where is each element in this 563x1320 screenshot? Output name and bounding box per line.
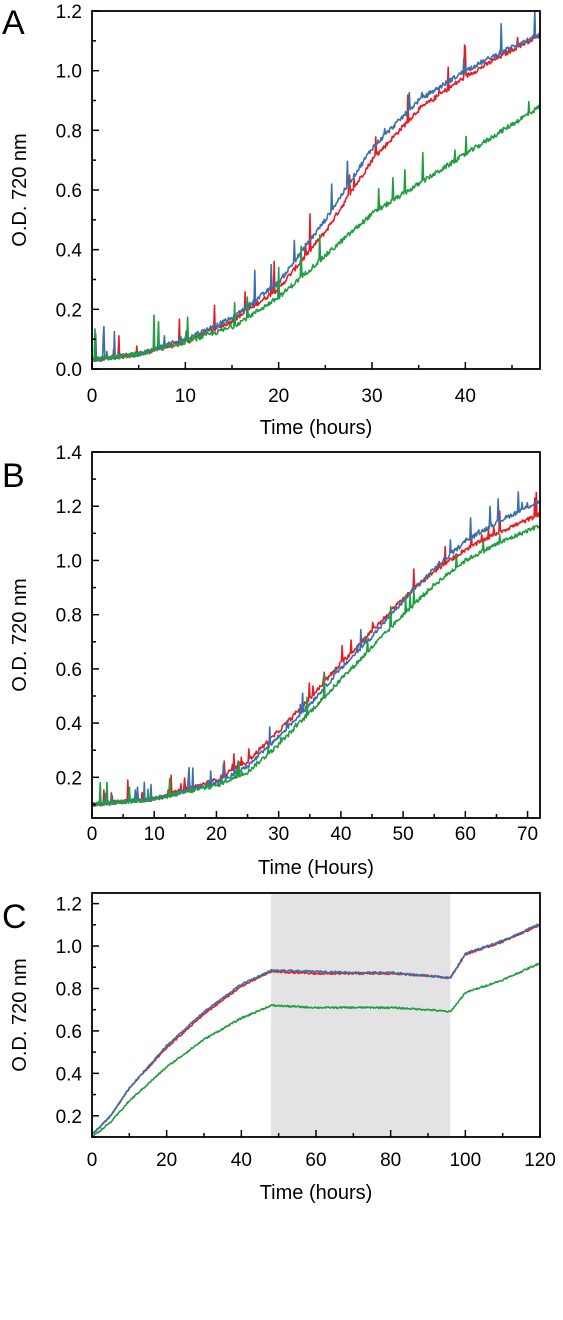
x-tick-label: 100 [449,1150,481,1171]
series-line-1 [91,491,541,807]
x-tick-label: 0 [87,1150,98,1171]
y-tick-label: 0.6 [56,660,82,681]
y-tick-label: 1.4 [56,443,83,464]
panel-letter: A [2,4,25,42]
x-tick-label: 120 [524,1150,556,1171]
x-tick-label: 60 [305,1150,326,1171]
series-line-3 [91,100,541,362]
y-axis-title: O.D. 720 nm [9,578,31,691]
series-line-3 [91,962,541,1138]
y-tick-label: 0.6 [56,181,82,202]
x-tick-label: 40 [455,386,476,407]
y-tick-label: 0.2 [56,768,82,789]
y-tick-label: 0.6 [56,1022,82,1043]
x-tick-label: 50 [393,824,414,845]
y-tick-label: 1.2 [56,497,82,518]
shaded-dark-period [271,893,451,1137]
y-tick-label: 1.2 [56,2,82,23]
x-axis-title: Time (hours) [260,417,373,439]
y-tick-label: 1.0 [56,551,82,572]
x-tick-label: 30 [268,824,289,845]
x-tick-label: 60 [455,824,476,845]
x-tick-label: 40 [231,1150,252,1171]
x-tick-label: 0 [87,824,98,845]
series-line-2 [91,491,541,807]
plot-frame [91,451,541,819]
x-tick-label: 30 [361,386,382,407]
y-tick-label: 0.0 [56,360,82,381]
y-tick-label: 0.4 [56,241,83,262]
y-axis-title: O.D. 720 nm [9,958,31,1071]
series-line-1 [91,32,541,363]
y-tick-label: 0.2 [56,1107,82,1128]
y-tick-label: 0.8 [56,121,82,142]
panel-letter: C [2,898,27,936]
x-tick-label: 0 [87,386,98,407]
y-tick-label: 1.2 [56,895,82,916]
panel-c: 0 20 40 60 80 100 120 0.2 0.4 0.6 0.8 1.0 1.2 Time (h… [2,892,556,1204]
x-tick-label: 20 [268,386,289,407]
y-tick-label: 0.4 [56,1064,83,1085]
x-tick-label: 20 [206,824,227,845]
y-axis-title: O.D. 720 nm [9,133,31,246]
y-tick-label: 0.4 [56,714,83,735]
series-line-2 [91,923,541,1136]
x-tick-label: 40 [330,824,351,845]
panel-a: 0 10 20 30 40 0.0 0.2 0.4 0.6 0.8 1.0 1.2 Time (hour… [2,2,541,439]
x-tick-label: 80 [380,1150,401,1171]
x-tick-label: 10 [175,386,196,407]
x-axis-title: Time (hours) [260,1182,373,1204]
y-tick-label: 0.8 [56,606,82,627]
y-tick-label: 1.0 [56,62,82,83]
y-tick-label: 0.8 [56,979,82,1000]
y-tick-label: 0.2 [56,300,82,321]
panel-b: 0 10 20 30 40 50 60 70 0.2 0.4 0.6 0.8 1.0 1.2 1.4 Time… [2,443,541,879]
panel-letter: B [2,457,25,495]
y-tick-label: 1.0 [56,937,82,958]
x-tick-label: 20 [156,1150,177,1171]
x-tick-label: 70 [517,824,538,845]
plot-frame [91,10,541,370]
x-tick-label: 10 [144,824,165,845]
series-line-2 [91,10,541,362]
x-axis-title: Time (Hours) [258,857,374,879]
series-line-3 [91,524,541,807]
